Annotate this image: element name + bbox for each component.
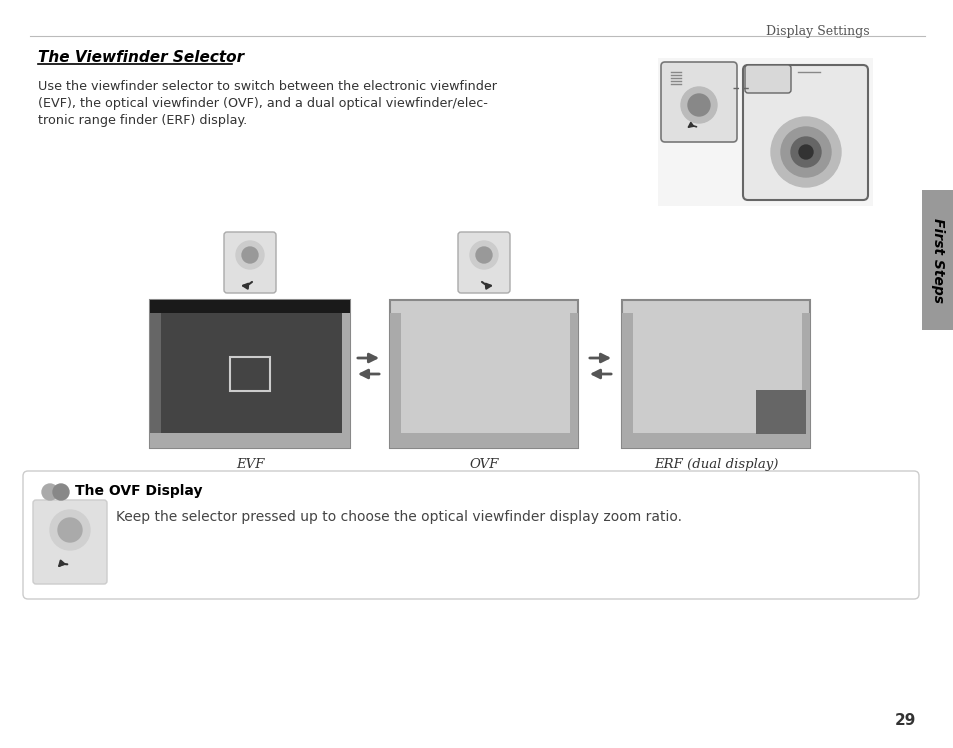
Circle shape bbox=[242, 247, 257, 263]
Bar bbox=[150, 433, 350, 448]
Bar bbox=[150, 300, 350, 313]
FancyBboxPatch shape bbox=[658, 58, 872, 206]
Bar bbox=[150, 300, 350, 448]
Circle shape bbox=[680, 87, 717, 123]
FancyBboxPatch shape bbox=[224, 232, 275, 293]
Text: tronic range finder (ERF) display.: tronic range finder (ERF) display. bbox=[38, 114, 247, 127]
Circle shape bbox=[58, 518, 82, 542]
Bar bbox=[755, 390, 805, 434]
FancyBboxPatch shape bbox=[742, 65, 867, 200]
Circle shape bbox=[476, 247, 492, 263]
Text: Use the viewfinder selector to switch between the electronic viewfinder: Use the viewfinder selector to switch be… bbox=[38, 80, 497, 93]
Text: Keep the selector pressed up to choose the optical viewfinder display zoom ratio: Keep the selector pressed up to choose t… bbox=[116, 510, 681, 524]
Circle shape bbox=[470, 241, 497, 269]
Circle shape bbox=[235, 241, 264, 269]
Bar bbox=[390, 433, 578, 448]
Bar bbox=[621, 300, 809, 448]
Text: 29: 29 bbox=[894, 713, 915, 728]
Circle shape bbox=[42, 484, 58, 500]
Text: (EVF), the optical viewfinder (OVF), and a dual optical viewfinder/elec-: (EVF), the optical viewfinder (OVF), and… bbox=[38, 97, 487, 110]
Bar bbox=[921, 190, 953, 330]
Text: OVF: OVF bbox=[469, 458, 498, 471]
Circle shape bbox=[799, 145, 812, 159]
Text: EVF: EVF bbox=[235, 458, 264, 471]
Circle shape bbox=[781, 127, 830, 177]
Bar bbox=[150, 313, 161, 433]
Bar bbox=[801, 313, 809, 433]
Bar bbox=[230, 357, 270, 391]
Text: ERF (dual display): ERF (dual display) bbox=[653, 458, 778, 471]
Text: Display Settings: Display Settings bbox=[765, 25, 869, 38]
FancyBboxPatch shape bbox=[33, 500, 107, 584]
Bar bbox=[390, 313, 400, 433]
Circle shape bbox=[790, 137, 821, 167]
Bar bbox=[621, 433, 809, 448]
Bar bbox=[569, 313, 578, 433]
Circle shape bbox=[687, 94, 709, 116]
Circle shape bbox=[770, 117, 841, 187]
Text: The OVF Display: The OVF Display bbox=[75, 484, 202, 498]
FancyBboxPatch shape bbox=[744, 65, 790, 93]
Bar bbox=[696, 357, 735, 391]
Bar bbox=[390, 300, 578, 448]
FancyBboxPatch shape bbox=[23, 471, 918, 599]
FancyBboxPatch shape bbox=[457, 232, 510, 293]
FancyBboxPatch shape bbox=[660, 62, 737, 142]
Bar bbox=[341, 313, 350, 433]
Circle shape bbox=[50, 510, 90, 550]
Text: The Viewfinder Selector: The Viewfinder Selector bbox=[38, 50, 244, 65]
Circle shape bbox=[53, 484, 69, 500]
Bar bbox=[463, 357, 503, 391]
Bar bbox=[621, 313, 633, 433]
Text: First Steps: First Steps bbox=[930, 218, 944, 302]
